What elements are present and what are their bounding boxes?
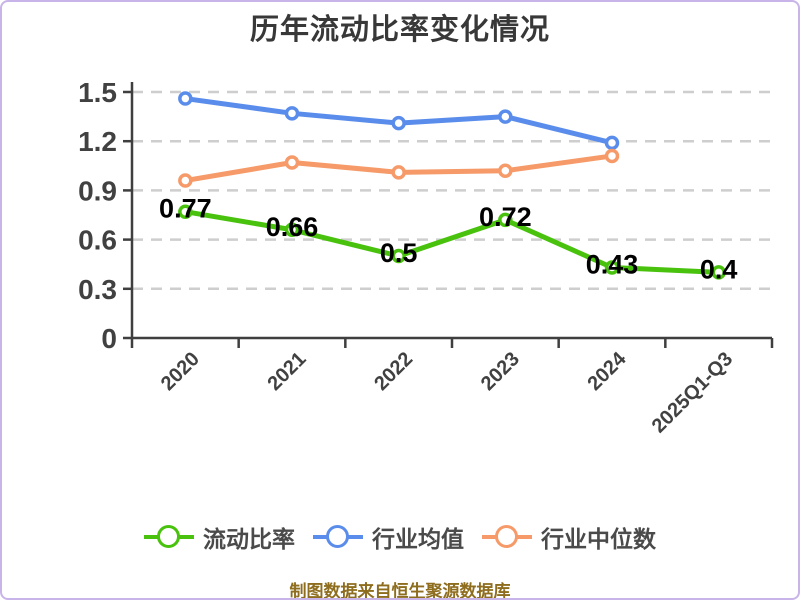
data-point — [178, 204, 193, 219]
x-tick-label: 2022 — [370, 348, 417, 395]
legend-dot-icon — [326, 525, 349, 548]
data-point — [284, 106, 300, 121]
series-current-ratio — [178, 204, 726, 280]
x-tick-label: 2023 — [477, 348, 524, 395]
y-tick-label: 1.5 — [78, 77, 117, 108]
legend-item-industry-average[interactable]: 行业均值 — [313, 520, 464, 554]
data-point — [391, 165, 406, 180]
value-label: 0.43 — [586, 249, 639, 279]
x-tick-label: 2024 — [584, 347, 632, 395]
data-point — [604, 135, 620, 151]
x-axis-labels: 2020 2021 2022 2023 2024 2025Q1-Q3 — [157, 347, 737, 437]
data-point — [498, 109, 513, 124]
x-tick-label: 2020 — [157, 348, 204, 395]
legend-dot-icon — [495, 525, 518, 548]
x-tick-label: 2025Q1-Q3 — [648, 348, 737, 437]
data-point — [178, 173, 193, 188]
y-tick-label: 0.6 — [78, 225, 117, 256]
legend-item-industry-median[interactable]: 行业中位数 — [482, 520, 656, 554]
y-tick-label: 0.9 — [78, 175, 117, 206]
data-point — [604, 260, 620, 275]
legend-label: 行业均值 — [372, 526, 464, 552]
y-tick-label: 0 — [101, 323, 117, 354]
legend-label: 行业中位数 — [541, 526, 656, 552]
y-tick-label: 1.2 — [78, 126, 117, 157]
series-industry-median — [178, 148, 620, 188]
value-labels-current-ratio: 0.77 0.66 0.5 0.72 0.43 0.4 — [159, 194, 737, 285]
data-source-note: 制图数据来自恒生聚源数据库 — [289, 582, 511, 600]
x-tick-label: 2021 — [264, 348, 311, 395]
legend-label: 流动比率 — [203, 526, 295, 552]
legend-marker-current-ratio — [144, 524, 194, 550]
chart-title: 历年流动比率变化情况 — [249, 14, 550, 46]
data-point — [391, 115, 406, 131]
value-label: 0.4 — [700, 254, 738, 284]
series-line-current-ratio — [182, 209, 722, 275]
data-point — [284, 155, 300, 170]
y-tick-label: 0.3 — [78, 274, 117, 305]
series-industry-average — [178, 91, 620, 151]
legend-item-current-ratio[interactable]: 流动比率 — [144, 520, 295, 554]
data-point — [284, 222, 300, 238]
value-label: 0.72 — [479, 202, 532, 232]
legend-marker-industry-average — [313, 524, 363, 550]
data-point — [391, 248, 406, 264]
value-label: 0.5 — [380, 238, 418, 268]
x-axis-ticks — [130, 338, 774, 348]
legend-marker-industry-median — [482, 524, 532, 550]
value-label: 0.66 — [266, 212, 319, 242]
value-label: 0.77 — [159, 194, 212, 224]
data-point — [711, 265, 726, 280]
y-axis-labels: 0 0.3 0.6 0.9 1.2 1.5 — [78, 77, 132, 354]
data-point — [498, 212, 513, 228]
chart-legend: 流动比率 行业均值 行业中位数 — [2, 520, 798, 554]
gridlines — [132, 90, 772, 291]
data-point — [178, 91, 193, 106]
data-point — [604, 148, 620, 164]
data-point — [498, 163, 513, 178]
legend-dot-icon — [157, 525, 180, 548]
